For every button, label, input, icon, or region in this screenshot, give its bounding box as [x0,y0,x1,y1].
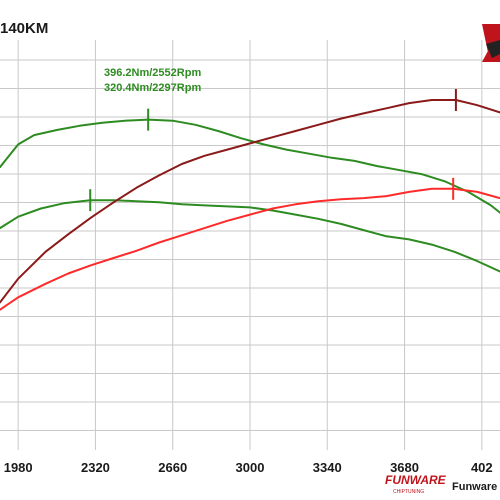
series-line-power-stock [0,187,500,311]
peak-torque-tuned-label: 396.2Nm/2552Rpm [104,67,201,79]
footer-logo-sub: CHIPTUNING [393,489,424,495]
x-tick-label: 3000 [236,460,265,475]
x-tick-label: 2660 [158,460,187,475]
x-tick-label: 402 [471,460,493,475]
series-line-torque-tuned [0,118,500,214]
brand-logo [482,24,500,62]
grid [0,40,500,450]
series-line-torque-stock [0,199,500,273]
x-axis-ticks: 1980 2320 2660 3000 3340 3680 402 [4,460,493,475]
series-layer [0,99,500,311]
x-tick-label: 1980 [4,460,33,475]
x-tick-label: 3340 [313,460,342,475]
x-tick-label: 3680 [390,460,419,475]
footer-logo-word: FUNWARE [385,473,447,487]
footer-text: Funware Ch [452,481,500,493]
peak-markers [89,89,457,212]
x-tick-label: 2320 [81,460,110,475]
peak-torque-stock-label: 320.4Nm/2297Rpm [104,82,201,94]
logo-shadow-icon [486,40,500,58]
footer-brand: FUNWARE CHIPTUNING Funware Ch [385,473,500,495]
chart-title: 140KM [0,20,48,37]
series-line-power-tuned [0,99,500,304]
